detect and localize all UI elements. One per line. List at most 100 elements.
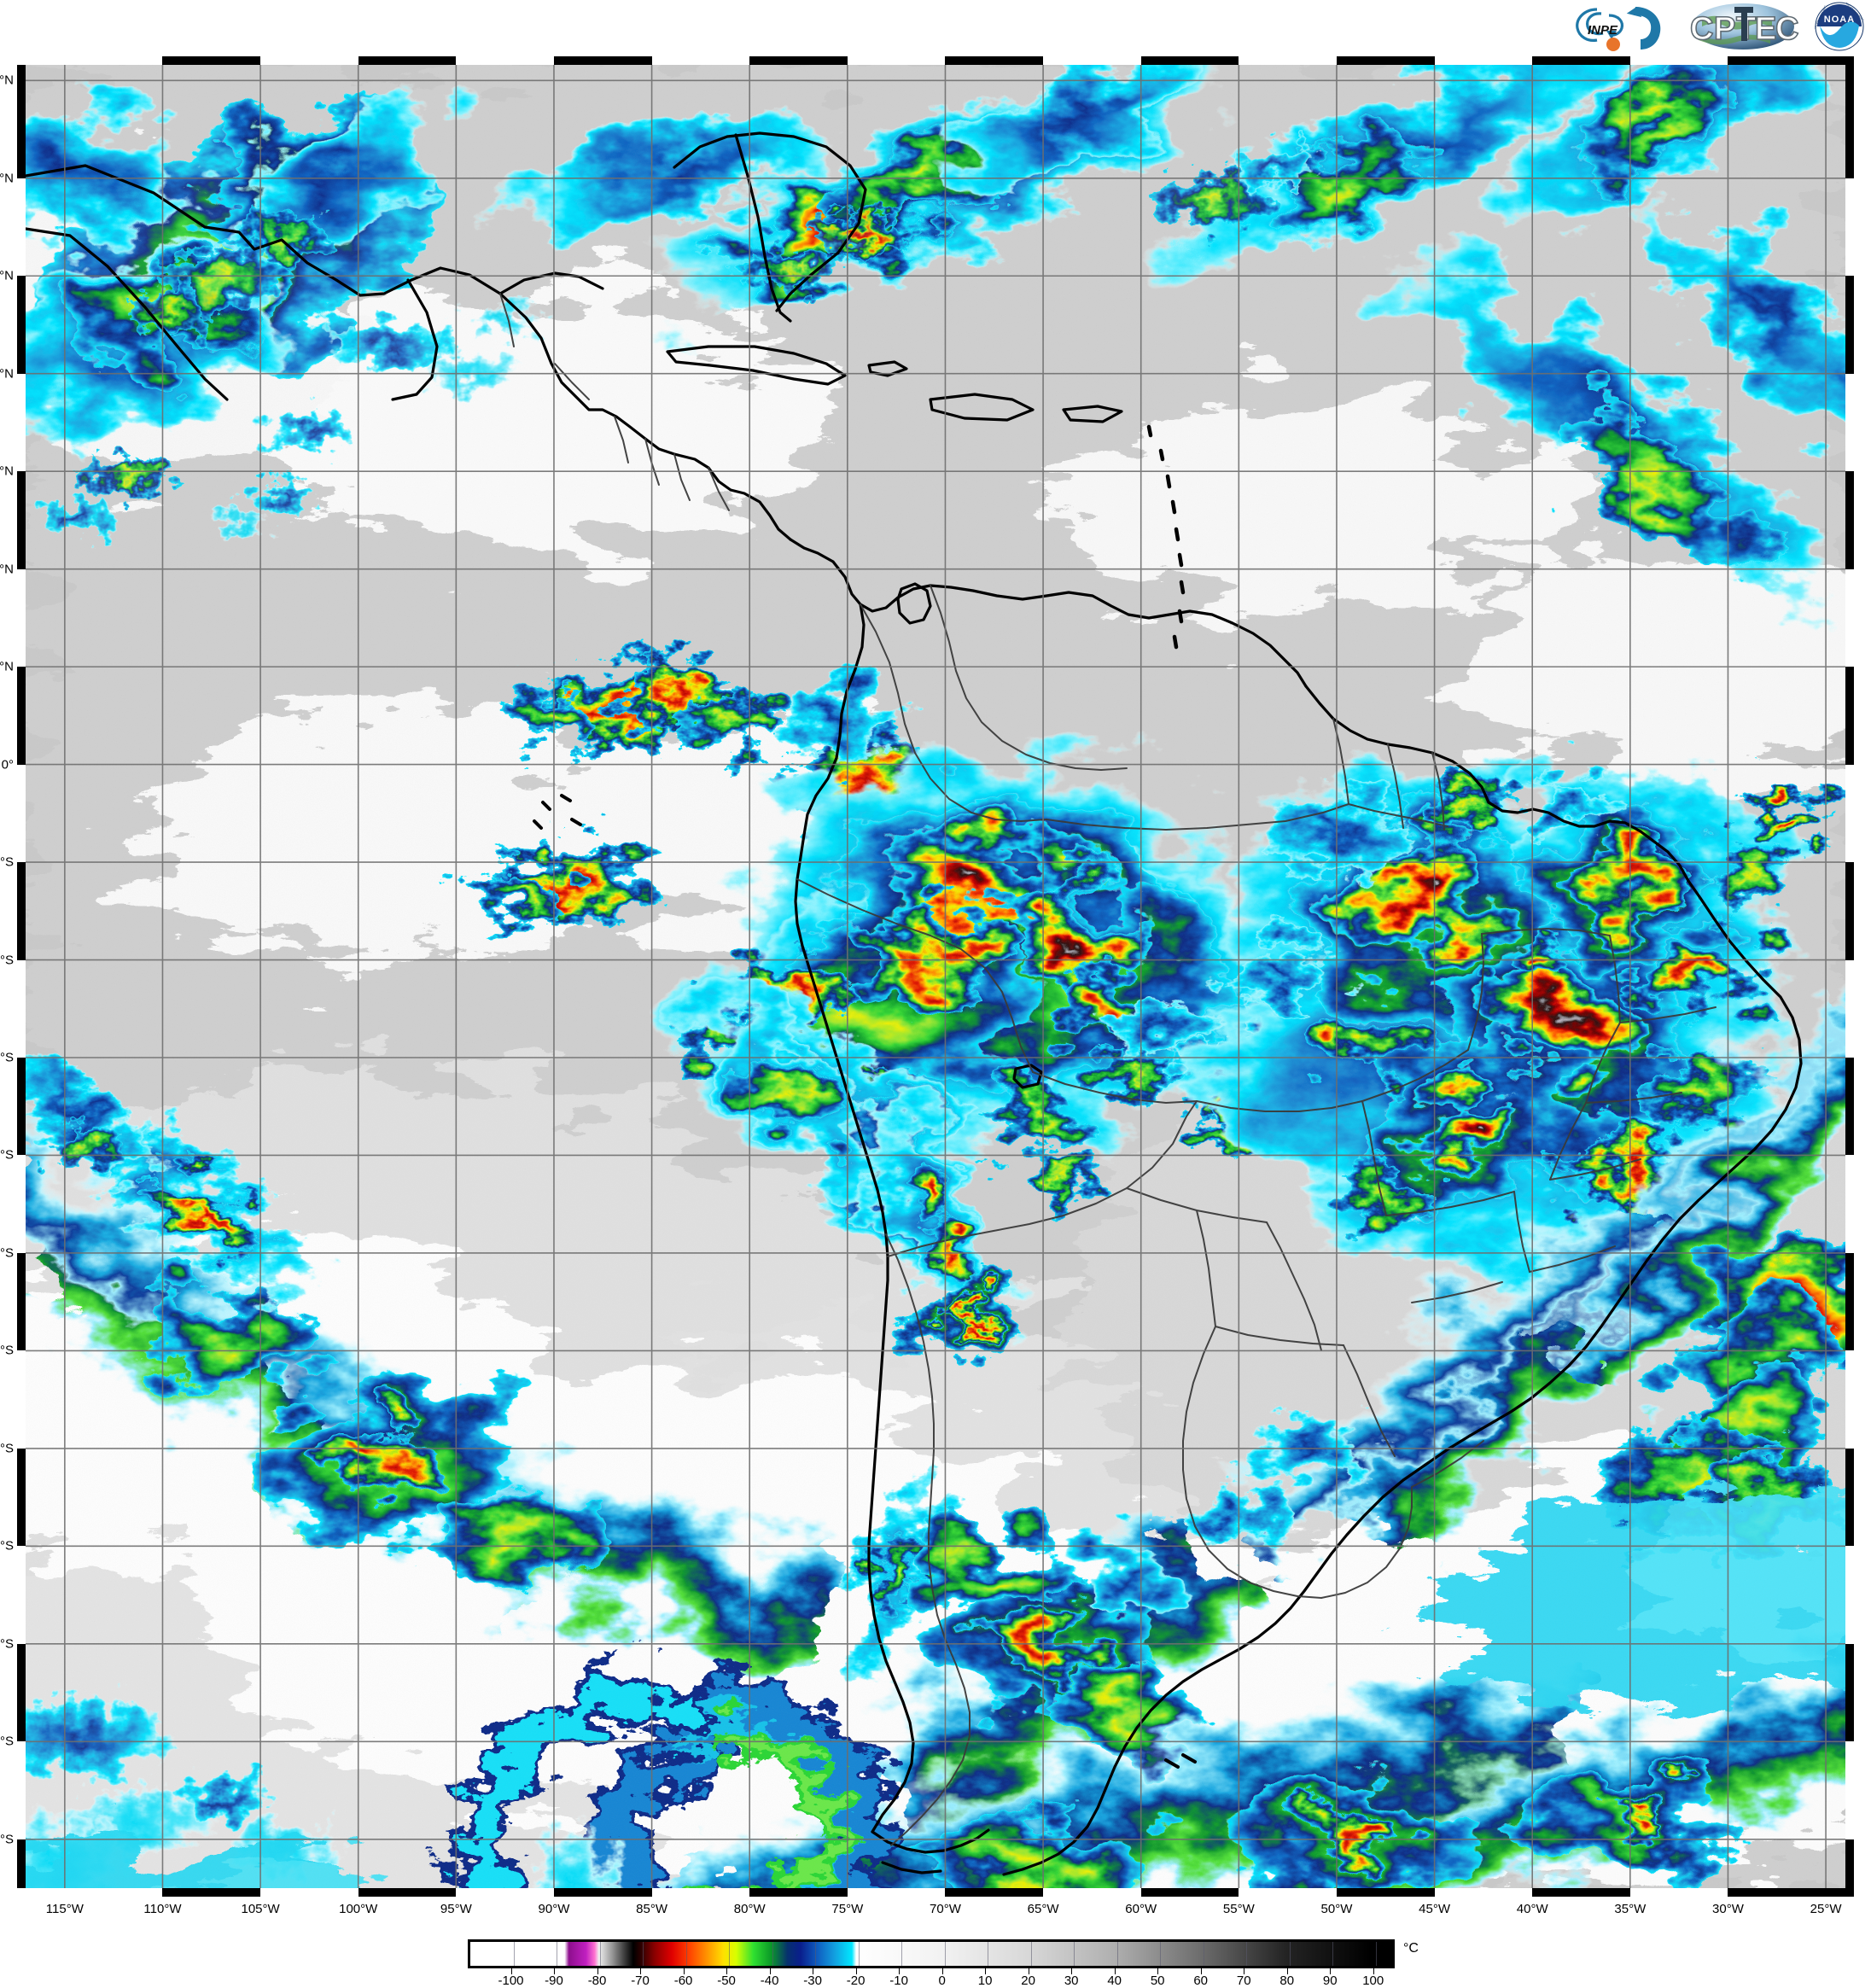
frame-tick [17, 1888, 65, 1897]
colorbar-separator [1160, 1942, 1162, 1966]
longitude-tick-label: 25°W [1810, 1902, 1842, 1916]
coastlines [26, 131, 1803, 1876]
latitude-tick-label: 0° [1, 757, 14, 772]
colorbar-tick-label: -20 [846, 1973, 866, 1988]
colorbar-tick [769, 1968, 771, 1974]
colorbar-gradient [470, 1942, 1392, 1966]
colorbar-tick-label: -100 [498, 1973, 524, 1988]
longitude-tick-label: 45°W [1419, 1902, 1450, 1916]
frame-tick [1043, 1888, 1141, 1897]
frame-tick [1845, 1350, 1854, 1449]
header-bar: GOES16 - CANAL_16 (13.30 microns) Améric… [0, 0, 1871, 164]
colorbar-tick [554, 1968, 556, 1974]
sensor-noise [26, 65, 1845, 1888]
colorbar-tick [640, 1968, 642, 1974]
frame-tick [1845, 1546, 1854, 1644]
frame-tick [1434, 1888, 1533, 1897]
political-borders [499, 293, 1717, 1846]
colorbar-unit-label: °C [1403, 1941, 1419, 1956]
colorbar-tick-label: 30 [1064, 1973, 1079, 1988]
satellite-imagery [26, 65, 1845, 1888]
graticule [26, 65, 1845, 1888]
colorbar-tick [1286, 1968, 1288, 1974]
latitude-tick-label: 10°S [0, 953, 14, 968]
colorbar-region[interactable]: °C -100 -90 -80 -70 -60 -50 -40 -30 -20 -10 0 10 20 3… [468, 1939, 1419, 1988]
colorbar-tick [1373, 1968, 1374, 1974]
colorbar-tick [683, 1968, 685, 1974]
longitude-tick-label: 105°W [241, 1902, 280, 1916]
colorbar-tick [597, 1968, 598, 1974]
latitude-tick-label: 20°S [0, 1147, 14, 1163]
frame-tick [260, 56, 358, 65]
latitude-tick-label: 30°S [0, 1343, 14, 1358]
longitude-tick-label: 50°W [1320, 1902, 1353, 1916]
latitude-tick-label: 25°S [0, 1245, 14, 1261]
frame-tick [456, 56, 554, 65]
svg-text:C: C [1775, 11, 1798, 47]
frame-tick [1845, 764, 1854, 863]
latitude-axis: 35°N 30°N 25°N 20°N 15°N 10°N 5°N 0° 5°S 10°S 15°S… [0, 56, 17, 1897]
satellite-map[interactable] [17, 56, 1854, 1897]
frame-tick [1845, 959, 1854, 1058]
temperature-colorbar[interactable] [468, 1939, 1395, 1968]
frame-tick [17, 764, 26, 863]
colorbar-tick-label: -70 [631, 1973, 650, 1988]
frame-tick [1629, 56, 1728, 65]
colorbar-tick [855, 1968, 857, 1974]
frame-tick [17, 1350, 26, 1449]
colorbar-tick-label: -50 [717, 1973, 736, 1988]
svg-text:C: C [1690, 11, 1713, 47]
longitude-tick-label: 90°W [538, 1902, 570, 1916]
longitude-tick-label: 115°W [45, 1902, 84, 1916]
frame-tick [1845, 178, 1854, 277]
svg-text:P: P [1714, 11, 1735, 47]
cptec-logo: C P T E C [1689, 3, 1799, 50]
colorbar-separator [901, 1942, 903, 1966]
latitude-tick-label: 40°S [0, 1538, 14, 1554]
frame-tick [1845, 1741, 1854, 1839]
latitude-tick-label: 5°N [0, 659, 14, 674]
longitude-tick-label: 70°W [930, 1902, 961, 1916]
longitude-tick-label: 100°W [339, 1902, 378, 1916]
longitude-tick-label: 30°W [1712, 1902, 1744, 1916]
latitude-tick-label: 35°S [0, 1441, 14, 1456]
colorbar-separator [599, 1942, 601, 1966]
frame-tick [1845, 568, 1854, 668]
latitude-tick-label: 5°S [0, 854, 14, 870]
frame-tick [17, 373, 26, 472]
latitude-tick-label: 45°S [0, 1636, 14, 1652]
frame-tick [1043, 56, 1141, 65]
colorbar-tick [899, 1968, 901, 1974]
longitude-tick-label: 95°W [440, 1902, 472, 1916]
frame-tick [17, 568, 26, 668]
frame-tick [64, 56, 163, 65]
longitude-tick-label: 75°W [831, 1902, 864, 1916]
colorbar-tick [985, 1968, 987, 1974]
latitude-tick-label: 15°N [0, 463, 14, 479]
svg-text:INPE: INPE [1588, 23, 1618, 38]
colorbar-tick-label: 20 [1021, 1973, 1035, 1988]
colorbar-separator [1289, 1942, 1291, 1966]
frame-tick [847, 56, 946, 65]
longitude-tick-label: 65°W [1027, 1902, 1059, 1916]
colorbar-separator [513, 1942, 515, 1966]
colorbar-tick-label: -90 [545, 1973, 563, 1988]
map-image-canvas[interactable] [26, 65, 1845, 1888]
colorbar-separator [772, 1942, 773, 1966]
colorbar-tick [1200, 1968, 1202, 1974]
latitude-tick-label: 20°N [0, 366, 14, 382]
colorbar-separator [944, 1942, 946, 1966]
longitude-tick-label: 85°W [636, 1902, 667, 1916]
frame-tick [260, 1888, 358, 1897]
colorbar-tick-label: 70 [1236, 1973, 1251, 1988]
latitude-tick-label: 25°N [0, 268, 14, 283]
inpe-logo: INPE [1576, 7, 1661, 51]
colorbar-tick-label: 90 [1322, 1973, 1338, 1988]
frame-tick [17, 178, 26, 277]
colorbar-tick-label: 10 [977, 1973, 993, 1988]
latitude-tick-label: 30°N [0, 171, 14, 186]
colorbar-tick-label: -40 [760, 1973, 779, 1988]
latitude-tick-label: 15°S [0, 1050, 14, 1065]
longitude-tick-label: 40°W [1516, 1902, 1548, 1916]
colorbar-tick-label: -80 [587, 1973, 607, 1988]
